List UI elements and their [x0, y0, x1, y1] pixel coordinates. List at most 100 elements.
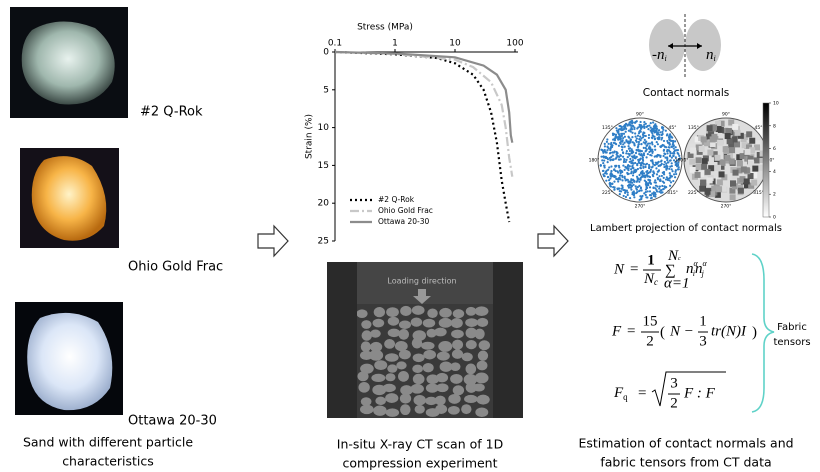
point: [613, 158, 615, 160]
grain: [370, 330, 381, 338]
grain: [412, 338, 422, 349]
angle-label: 270°: [721, 204, 732, 210]
point: [622, 143, 624, 145]
point: [609, 173, 611, 175]
cell: [700, 180, 706, 186]
equation: Fq = 3 2 F : F: [613, 372, 726, 411]
point: [658, 137, 660, 139]
point: [642, 167, 644, 169]
point: [631, 132, 633, 134]
point: [651, 141, 653, 143]
point: [646, 170, 648, 172]
colorbar-label: 0: [773, 215, 776, 221]
point: [646, 184, 648, 186]
grain: [462, 353, 473, 362]
cell: [705, 169, 711, 175]
point: [670, 181, 672, 183]
point: [630, 152, 632, 154]
arrow: [258, 226, 288, 256]
point: [636, 149, 638, 151]
point: [663, 163, 665, 165]
point: [606, 141, 608, 143]
point: [657, 170, 659, 172]
point: [655, 189, 657, 191]
grain: [451, 330, 464, 339]
point: [643, 135, 645, 137]
cell-wall: [493, 262, 523, 418]
y-tick-label: 25: [318, 237, 329, 247]
cell-wall: [327, 262, 357, 418]
cell: [738, 188, 744, 194]
grain: [400, 306, 411, 316]
grain: [452, 340, 463, 350]
point: [630, 139, 632, 141]
point: [652, 162, 654, 164]
cell: [716, 186, 722, 192]
point: [634, 144, 636, 146]
point: [617, 180, 619, 182]
point: [631, 125, 633, 127]
grain: [451, 318, 463, 328]
point: [635, 192, 637, 194]
point: [675, 164, 677, 166]
point: [652, 151, 654, 153]
point: [628, 140, 630, 142]
grain: [398, 329, 409, 340]
point: [615, 158, 617, 160]
point: [637, 135, 639, 137]
point: [611, 183, 613, 185]
eq-text: N −: [669, 323, 694, 339]
point: [630, 127, 632, 129]
point: [660, 164, 662, 166]
point: [645, 166, 647, 168]
angle-label: 270°: [635, 204, 646, 210]
point: [615, 134, 617, 136]
eq-text: 2: [670, 395, 678, 411]
point: [632, 174, 634, 176]
grain: [396, 361, 406, 369]
point: [618, 165, 620, 167]
point: [631, 150, 633, 152]
grain: [427, 308, 437, 318]
point: [625, 190, 627, 192]
cell: [729, 158, 735, 164]
angle-label: 135°: [688, 125, 699, 131]
point: [640, 128, 642, 130]
point: [650, 122, 652, 124]
point: [656, 134, 658, 136]
cell: [735, 130, 741, 136]
series-line: [335, 52, 509, 222]
point: [605, 180, 607, 182]
angle-label: 315°: [667, 190, 678, 196]
point: [654, 179, 656, 181]
point: [617, 139, 619, 141]
point: [661, 175, 663, 177]
point: [678, 166, 680, 168]
arrow: [538, 226, 568, 256]
grain: [27, 313, 112, 410]
grain: [361, 320, 371, 329]
grain: [461, 404, 471, 414]
grain: [465, 318, 478, 327]
cell: [733, 170, 739, 176]
point: [622, 156, 624, 158]
point: [647, 128, 649, 130]
point: [663, 177, 665, 179]
grain: [464, 395, 478, 403]
point: [609, 158, 611, 160]
grain: [475, 329, 485, 340]
point: [602, 162, 604, 164]
eq-text: 3: [699, 333, 707, 349]
point: [674, 171, 676, 173]
cell: [730, 194, 736, 200]
x-tick-label: 0.1: [328, 39, 342, 49]
point: [629, 153, 631, 155]
point: [675, 146, 677, 148]
point: [624, 124, 626, 126]
point: [602, 170, 604, 172]
grain: [388, 329, 401, 337]
point: [662, 144, 664, 146]
point: [625, 196, 627, 198]
point: [623, 133, 625, 135]
point: [654, 196, 656, 198]
